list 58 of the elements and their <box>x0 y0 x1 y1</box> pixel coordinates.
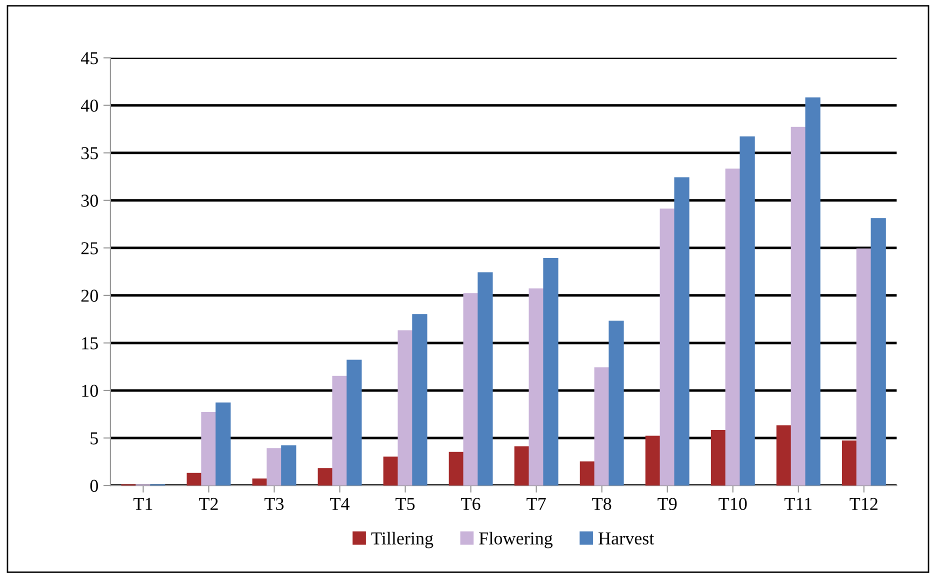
x-tick-label: T3 <box>264 498 284 510</box>
y-tick-label: 45 <box>80 52 98 64</box>
bar <box>870 218 886 486</box>
bar <box>412 314 428 486</box>
x-tick-label: T1 <box>134 498 152 510</box>
legend-label: Harvest <box>598 532 654 545</box>
x-tick-label: T2 <box>199 498 218 510</box>
bar <box>448 452 464 486</box>
bar <box>725 168 740 486</box>
bar <box>594 367 610 486</box>
x-tick-label: T7 <box>526 498 546 510</box>
bar <box>346 360 362 486</box>
x-tick-label: T8 <box>592 498 612 510</box>
bar <box>805 97 820 486</box>
x-tick-label: T5 <box>396 498 415 510</box>
bar <box>266 448 282 486</box>
bar <box>463 293 478 486</box>
bar <box>398 330 413 486</box>
bar <box>710 430 726 486</box>
y-tick-label: 15 <box>82 337 98 350</box>
x-tick-label: T4 <box>330 498 350 510</box>
x-tick-label: T6 <box>461 498 480 510</box>
bar <box>514 446 530 486</box>
y-tick-label: 35 <box>81 147 98 160</box>
y-tick-label: 40 <box>80 100 98 112</box>
bar <box>543 258 558 486</box>
y-tick-label: 5 <box>90 432 98 444</box>
x-tick-label: T10 <box>718 498 747 510</box>
legend-label: Flowering <box>479 532 553 548</box>
bar <box>645 436 661 486</box>
bar <box>790 126 806 486</box>
bar <box>478 272 493 486</box>
y-tick-label: 10 <box>82 384 98 397</box>
bar <box>332 376 348 486</box>
bar <box>776 425 792 486</box>
y-tick-label: 30 <box>81 194 98 207</box>
bar <box>186 472 202 486</box>
bar <box>281 445 296 486</box>
bar <box>318 468 333 486</box>
x-tick-label: T12 <box>850 498 878 510</box>
y-tick-label: 20 <box>81 290 98 302</box>
bar <box>856 248 872 486</box>
bar <box>216 402 231 486</box>
bar <box>580 461 595 486</box>
bar <box>608 320 624 486</box>
bar <box>201 412 216 486</box>
y-tick-label: 0 <box>90 480 98 492</box>
legend-label: Tillering <box>371 532 434 548</box>
bar <box>674 177 690 486</box>
bar <box>660 208 675 486</box>
y-tick-label: 25 <box>81 242 98 254</box>
bar <box>383 456 398 486</box>
bar <box>252 478 268 486</box>
bar <box>528 288 544 486</box>
bar <box>842 440 858 486</box>
x-tick-label: T11 <box>784 498 812 510</box>
x-tick-label: T9 <box>658 498 677 510</box>
bar <box>740 136 755 486</box>
